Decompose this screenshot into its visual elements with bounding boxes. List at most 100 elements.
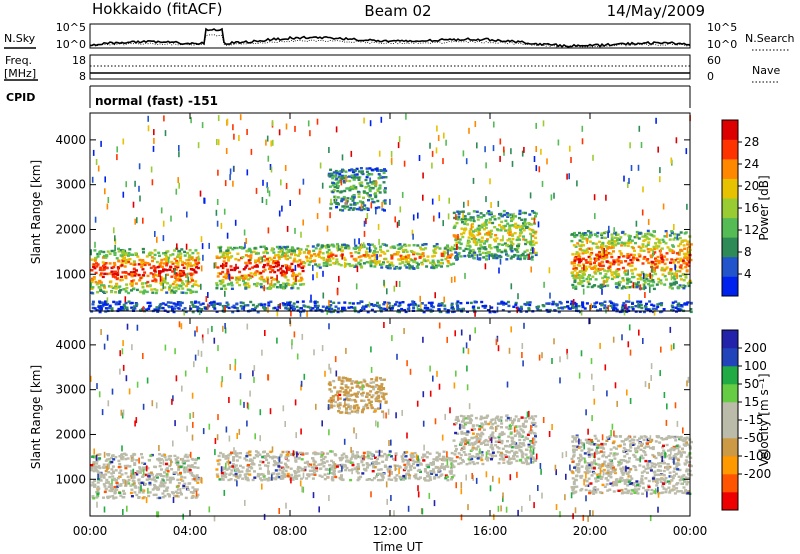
- heatmap-cell: [146, 262, 150, 265]
- heatmap-cell: [104, 487, 108, 491]
- heatmap-cell: [320, 451, 324, 454]
- heatmap-cell: [287, 250, 291, 253]
- heatmap-cell: [473, 241, 477, 244]
- heatmap-cell: [340, 474, 343, 477]
- heatmap-cell: [351, 264, 355, 267]
- heatmap-cell: [401, 255, 405, 259]
- heatmap-cell: [329, 310, 333, 314]
- heatmap-cell: [644, 232, 648, 236]
- heatmap-cell: [137, 486, 141, 489]
- heatmap-cell: [660, 266, 664, 270]
- heatmap-cell: [521, 429, 525, 432]
- heatmap-cell: [429, 308, 433, 311]
- heatmap-cell: [527, 307, 531, 310]
- heatmap-cell: [191, 310, 195, 314]
- heatmap-cell: [218, 302, 222, 305]
- radar-title: Hokkaido (fitACF): [92, 0, 223, 18]
- heatmap-cell: [480, 426, 484, 429]
- heatmap-cell: [239, 276, 243, 279]
- heatmap-cell: [282, 467, 286, 470]
- heatmap-cell: [217, 454, 221, 458]
- heatmap-cell: [620, 244, 624, 247]
- heatmap-cell: [521, 452, 525, 455]
- heatmap-cell: [484, 422, 488, 426]
- heatmap-cell: [168, 481, 172, 484]
- heatmap-cell: [197, 457, 200, 460]
- heatmap-cell: [297, 470, 301, 473]
- heatmap-cell: [618, 280, 622, 284]
- heatmap-cell: [253, 470, 256, 473]
- heatmap-cell: [514, 215, 517, 218]
- heatmap-cell: [290, 246, 294, 249]
- heatmap-cell: [600, 233, 604, 236]
- heatmap-cell: [333, 308, 337, 312]
- heatmap-cell: [641, 235, 645, 238]
- heatmap-cell: [176, 461, 180, 465]
- heatmap-cell: [472, 239, 476, 242]
- heatmap-cell: [172, 302, 176, 305]
- heatmap-cell: [357, 261, 361, 264]
- heatmap-cell: [331, 184, 335, 187]
- heatmap-cell: [437, 308, 441, 311]
- heatmap-cell: [630, 165, 633, 171]
- heatmap-cell: [340, 177, 344, 180]
- heatmap-cell: [340, 477, 344, 481]
- heatmap-cell: [571, 304, 575, 307]
- heatmap-cell: [549, 292, 551, 299]
- heatmap-cell: [572, 244, 576, 247]
- heatmap-cell: [382, 261, 385, 264]
- heatmap-cell: [278, 468, 282, 472]
- heatmap-cell: [254, 259, 257, 262]
- nave-right-tick-bottom: 0: [707, 70, 714, 83]
- heatmap-cell: [354, 187, 358, 190]
- heatmap-cell: [473, 253, 477, 257]
- heatmap-cell: [653, 251, 657, 254]
- heatmap-cell: [226, 232, 229, 239]
- heatmap-cell: [642, 239, 646, 243]
- heatmap-cell: [390, 478, 394, 481]
- heatmap-cell: [589, 231, 593, 235]
- heatmap-cell: [313, 466, 317, 469]
- heatmap-cell: [318, 250, 322, 253]
- heatmap-cell: [468, 443, 472, 446]
- heatmap-cell: [678, 284, 682, 287]
- heatmap-cell: [597, 285, 601, 288]
- heatmap-cell: [456, 304, 459, 307]
- heatmap-cell: [237, 258, 241, 262]
- heatmap-cell: [536, 308, 540, 311]
- heatmap-cell: [499, 138, 502, 145]
- heatmap-cell: [647, 219, 650, 225]
- heatmap-cell: [489, 235, 493, 239]
- heatmap-cell: [455, 221, 459, 225]
- heatmap-cell: [153, 308, 157, 311]
- heatmap-cell: [249, 254, 253, 257]
- heatmap-cell: [437, 452, 441, 456]
- heatmap-cell: [619, 260, 623, 263]
- heatmap-cell: [687, 284, 691, 288]
- heatmap-cell: [249, 256, 253, 259]
- nsky-frame: [89, 23, 691, 49]
- heatmap-cell: [218, 478, 222, 481]
- heatmap-cell: [351, 170, 355, 173]
- heatmap-cell: [443, 467, 446, 471]
- heatmap-cell: [453, 224, 457, 227]
- heatmap-cell: [524, 242, 528, 246]
- heatmap-cell: [303, 251, 306, 254]
- heatmap-cell: [435, 246, 439, 249]
- heatmap-cell: [196, 266, 200, 270]
- heatmap-cell: [495, 254, 499, 257]
- heatmap-cell: [521, 211, 525, 215]
- heatmap-cell: [498, 267, 500, 274]
- heatmap-cell: [115, 488, 119, 491]
- heatmap-cell: [381, 472, 385, 476]
- heatmap-cell: [264, 307, 268, 310]
- heatmap-cell: [132, 267, 136, 270]
- heatmap-cell: [410, 454, 414, 457]
- heatmap-cell: [299, 279, 303, 282]
- heatmap-cell: [470, 254, 474, 257]
- heatmap-cell: [367, 199, 370, 202]
- heatmap-cell: [131, 454, 135, 458]
- heatmap-cell: [164, 258, 168, 261]
- heatmap-cell: [450, 304, 454, 307]
- heatmap-cell: [169, 254, 173, 257]
